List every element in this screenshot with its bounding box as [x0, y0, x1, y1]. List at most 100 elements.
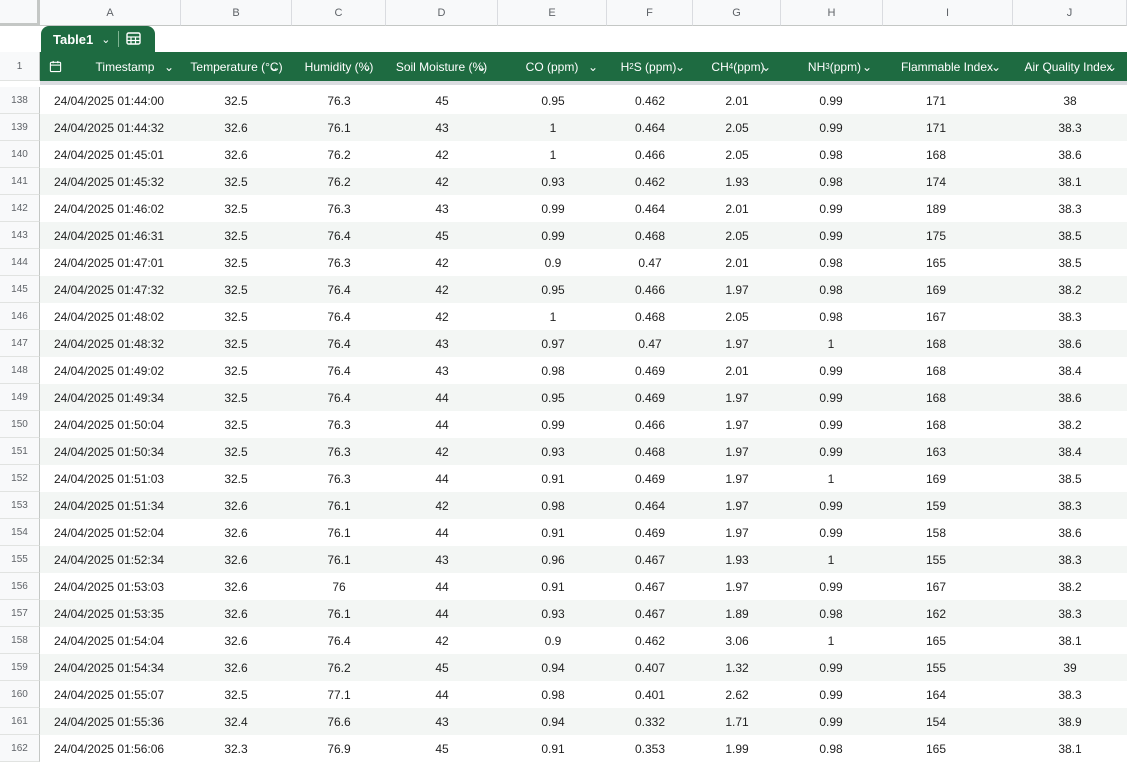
cell-d[interactable]: 42 — [435, 282, 449, 297]
cell-c[interactable]: 76.4 — [327, 633, 351, 648]
cell-h[interactable]: 0.98 — [819, 282, 843, 297]
chevron-down-icon[interactable]: ⌄ — [862, 59, 873, 74]
cell-b[interactable]: 32.4 — [224, 714, 248, 729]
row-number[interactable]: 149 — [0, 384, 40, 411]
column-header-c[interactable]: C — [292, 0, 386, 26]
cell-c[interactable]: 76.1 — [327, 120, 351, 135]
cell-j[interactable]: 38.3 — [1058, 498, 1082, 513]
cell-h[interactable]: 0.99 — [819, 201, 843, 216]
cell-b[interactable]: 32.6 — [224, 579, 248, 594]
cell-d[interactable]: 43 — [435, 714, 449, 729]
row-number[interactable]: 141 — [0, 168, 40, 195]
cell-d[interactable]: 43 — [435, 336, 449, 351]
chevron-down-icon[interactable]: ⌄ — [101, 33, 111, 46]
cell-f[interactable]: 0.332 — [634, 714, 666, 729]
cell-c[interactable]: 76.3 — [327, 201, 351, 216]
cell-d[interactable]: 42 — [435, 309, 449, 324]
chevron-down-icon[interactable]: ⌄ — [1107, 59, 1118, 74]
cell-e[interactable]: 0.95 — [541, 93, 565, 108]
cell-d[interactable]: 44 — [435, 606, 449, 621]
cell-i[interactable]: 159 — [925, 498, 947, 513]
cell-d[interactable]: 43 — [435, 363, 449, 378]
cell-f[interactable]: 0.468 — [634, 228, 666, 243]
cell-c[interactable]: 76.4 — [327, 390, 351, 405]
row-number[interactable]: 147 — [0, 330, 40, 357]
cell-g[interactable]: 2.01 — [725, 255, 749, 270]
chevron-down-icon[interactable]: ⌄ — [675, 59, 686, 74]
cell-b[interactable]: 32.6 — [224, 606, 248, 621]
cell-e[interactable]: 1 — [549, 120, 557, 135]
cell-b[interactable]: 32.6 — [224, 147, 248, 162]
table-settings-icon[interactable] — [125, 31, 143, 47]
cell-c[interactable]: 76.2 — [327, 147, 351, 162]
freeze-divider[interactable] — [40, 81, 1127, 85]
row-number[interactable]: 156 — [0, 573, 40, 600]
cell-e[interactable]: 1 — [549, 309, 557, 324]
cell-c[interactable]: 76.3 — [327, 255, 351, 270]
cell-c[interactable]: 76.4 — [327, 228, 351, 243]
cell-a[interactable]: 24/04/2025 01:51:34 — [54, 498, 165, 513]
row-number[interactable]: 154 — [0, 519, 40, 546]
cell-c[interactable]: 76.2 — [327, 174, 351, 189]
cell-f[interactable]: 0.462 — [634, 174, 666, 189]
cell-f[interactable]: 0.466 — [634, 417, 666, 432]
cell-c[interactable]: 76.6 — [327, 714, 351, 729]
cell-c[interactable]: 76.1 — [327, 498, 351, 513]
cell-e[interactable]: 0.93 — [541, 606, 565, 621]
row-number[interactable]: 143 — [0, 222, 40, 249]
cell-b[interactable]: 32.5 — [224, 417, 248, 432]
field-header-h[interactable]: NH 3 (ppm) — [785, 52, 884, 81]
cell-c[interactable]: 76.3 — [327, 444, 351, 459]
cell-c[interactable]: 76.1 — [327, 606, 351, 621]
cell-e[interactable]: 0.94 — [541, 660, 565, 675]
cell-d[interactable]: 42 — [435, 255, 449, 270]
cell-c[interactable]: 76.3 — [327, 471, 351, 486]
cell-g[interactable]: 1.97 — [725, 471, 749, 486]
row-number[interactable]: 145 — [0, 276, 40, 303]
cell-a[interactable]: 24/04/2025 01:45:01 — [54, 147, 165, 162]
row-number[interactable]: 157 — [0, 600, 40, 627]
cell-d[interactable]: 45 — [435, 741, 449, 756]
cell-j[interactable]: 38.6 — [1058, 525, 1082, 540]
cell-i[interactable]: 167 — [925, 309, 947, 324]
cell-e[interactable]: 0.9 — [544, 633, 562, 648]
cell-g[interactable]: 1.93 — [725, 552, 749, 567]
cell-d[interactable]: 44 — [435, 525, 449, 540]
cell-a[interactable]: 24/04/2025 01:46:02 — [54, 201, 165, 216]
column-header-j[interactable]: J — [1013, 0, 1127, 26]
cell-g[interactable]: 2.05 — [725, 228, 749, 243]
cell-f[interactable]: 0.401 — [634, 687, 666, 702]
cell-e[interactable]: 0.91 — [541, 579, 565, 594]
cell-h[interactable]: 0.99 — [819, 660, 843, 675]
field-header-a[interactable]: Timestamp — [95, 59, 155, 74]
cell-g[interactable]: 1.99 — [725, 741, 749, 756]
cell-e[interactable]: 0.98 — [541, 687, 565, 702]
cell-b[interactable]: 32.3 — [224, 741, 248, 756]
cell-f[interactable]: 0.466 — [634, 147, 666, 162]
cell-a[interactable]: 24/04/2025 01:49:34 — [54, 390, 165, 405]
cell-f[interactable]: 0.464 — [634, 120, 666, 135]
cell-b[interactable]: 32.5 — [224, 363, 248, 378]
cell-c[interactable]: 76.3 — [327, 93, 351, 108]
cell-i[interactable]: 171 — [925, 93, 947, 108]
row-number[interactable]: 151 — [0, 438, 40, 465]
cell-a[interactable]: 24/04/2025 01:55:36 — [54, 714, 165, 729]
cell-b[interactable]: 32.6 — [224, 660, 248, 675]
column-header-g[interactable]: G — [693, 0, 781, 26]
cell-i[interactable]: 165 — [925, 255, 947, 270]
column-header-d[interactable]: D — [386, 0, 498, 26]
cell-c[interactable]: 76 — [332, 579, 346, 594]
column-header-i[interactable]: I — [883, 0, 1013, 26]
cell-j[interactable]: 38.2 — [1058, 579, 1082, 594]
cell-a[interactable]: 24/04/2025 01:53:03 — [54, 579, 165, 594]
cell-h[interactable]: 0.99 — [819, 444, 843, 459]
column-header-e[interactable]: E — [498, 0, 607, 26]
cell-b[interactable]: 32.5 — [224, 444, 248, 459]
cell-h[interactable]: 0.98 — [819, 147, 843, 162]
cell-j[interactable]: 38.4 — [1058, 444, 1082, 459]
cell-b[interactable]: 32.5 — [224, 255, 248, 270]
cell-e[interactable]: 0.98 — [541, 363, 565, 378]
cell-a[interactable]: 24/04/2025 01:50:34 — [54, 444, 165, 459]
cell-b[interactable]: 32.5 — [224, 282, 248, 297]
row-number[interactable]: 160 — [0, 681, 40, 708]
